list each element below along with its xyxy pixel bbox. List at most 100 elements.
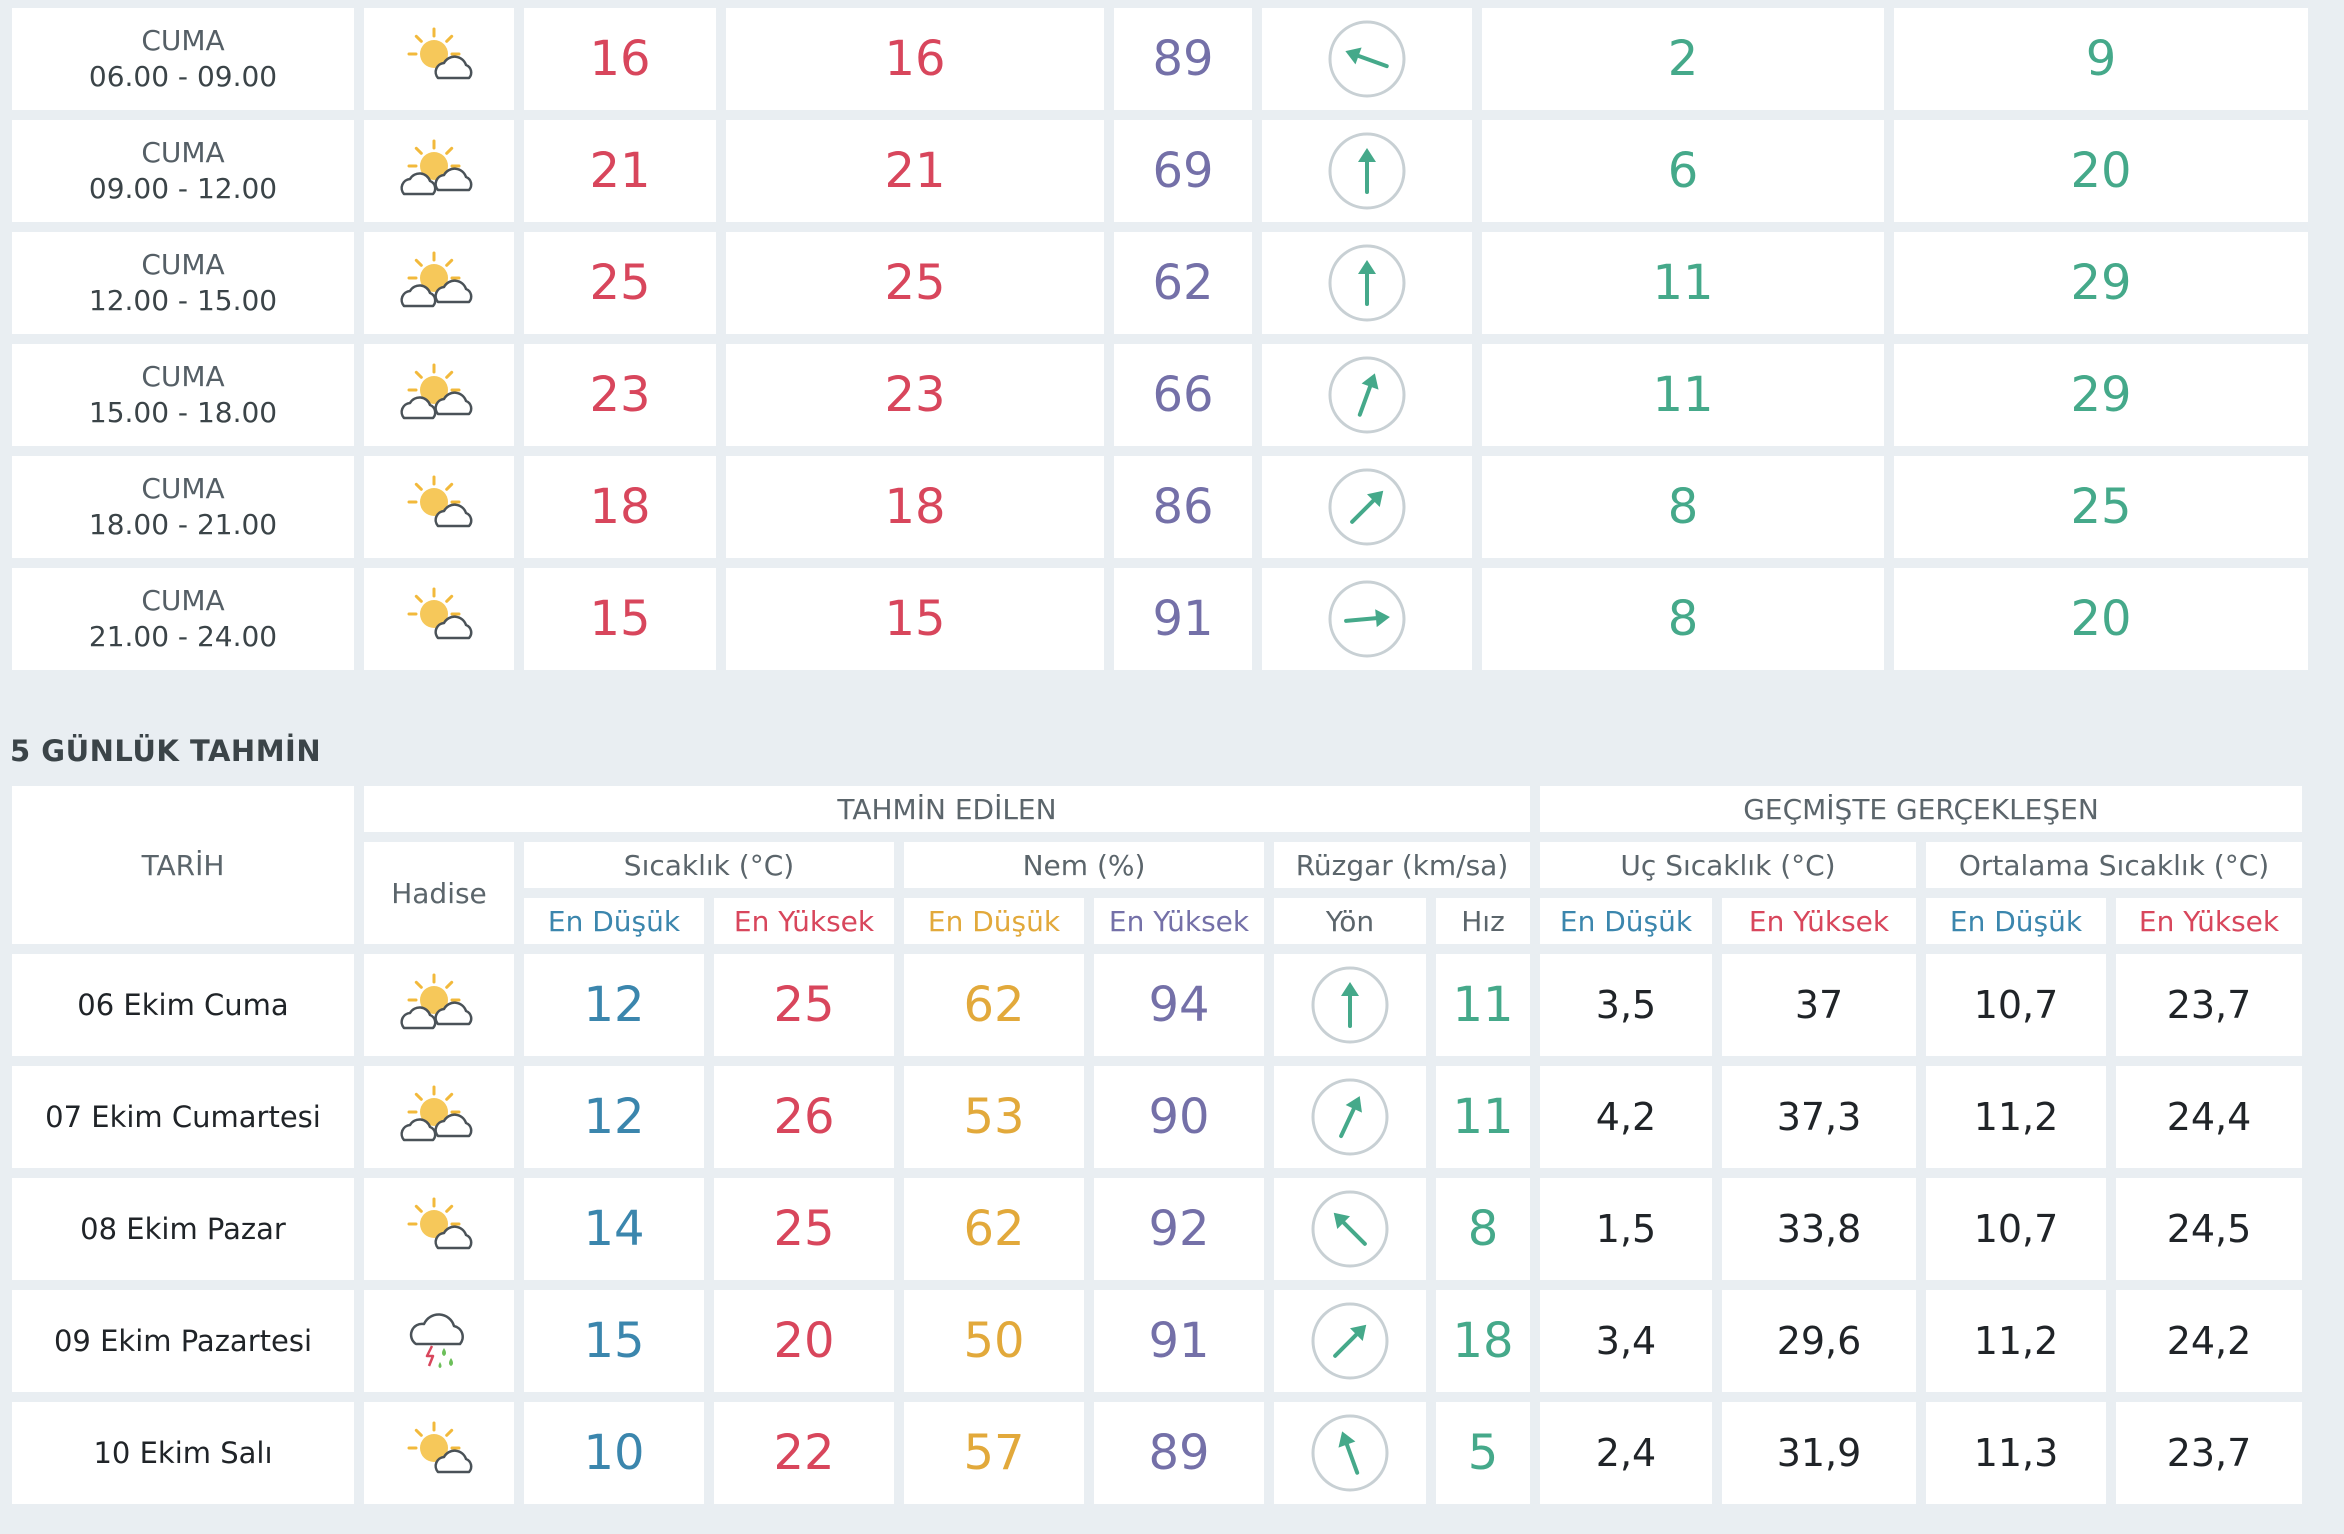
header-ruzgar: Rüzgar (km/sa) — [1274, 842, 1530, 888]
wind-direction-icon — [1326, 18, 1408, 100]
weather-cell — [364, 568, 514, 670]
wind-direction-cell — [1262, 8, 1472, 110]
weather-cell — [364, 456, 514, 558]
extreme-min-cell: 3,5 — [1540, 954, 1712, 1056]
wind-direction-icon — [1309, 1412, 1391, 1494]
wind-direction-icon — [1326, 466, 1408, 548]
wind-direction-icon — [1326, 130, 1408, 212]
wind-direction-icon — [1326, 578, 1408, 660]
wind-speed-cell: 11 — [1482, 344, 1884, 446]
table-row: 07 Ekim Cumartesi 12 26 53 90 11 4,2 37,3 11,2 24… — [12, 1066, 2302, 1168]
wind-speed-cell: 6 — [1482, 120, 1884, 222]
partly-cloudy-icon — [394, 584, 484, 654]
section-title: 5 GÜNLÜK TAHMİN — [10, 734, 322, 768]
average-max-cell: 24,2 — [2116, 1290, 2302, 1392]
header-ortalama-en-dusuk: En Düşük — [1926, 898, 2106, 944]
header-nem: Nem (%) — [904, 842, 1264, 888]
header-nem-en-dusuk: En Düşük — [904, 898, 1084, 944]
average-min-cell: 11,2 — [1926, 1290, 2106, 1392]
temp-max-cell: 26 — [714, 1066, 894, 1168]
wind-direction-cell — [1274, 954, 1426, 1056]
extreme-min-cell: 2,4 — [1540, 1402, 1712, 1504]
header-sicaklik: Sıcaklık (°C) — [524, 842, 894, 888]
feels-like-cell: 23 — [726, 344, 1104, 446]
temperature-cell: 15 — [524, 568, 716, 670]
weather-cell — [364, 8, 514, 110]
header-tarih: TARİH — [12, 786, 354, 944]
wind-direction-icon — [1309, 964, 1391, 1046]
period-cell: CUMA 09.00 - 12.00 — [12, 120, 354, 222]
wind-gust-cell: 9 — [1894, 8, 2308, 110]
wind-direction-cell — [1262, 232, 1472, 334]
temperature-cell: 25 — [524, 232, 716, 334]
temp-min-cell: 12 — [524, 954, 704, 1056]
period-cell: CUMA 12.00 - 15.00 — [12, 232, 354, 334]
wind-speed-cell: 5 — [1436, 1402, 1530, 1504]
table-row: 10 Ekim Salı 10 22 57 89 5 2,4 31,9 11,3 23,7 — [12, 1402, 2302, 1504]
wind-direction-cell — [1262, 456, 1472, 558]
average-max-cell: 24,5 — [2116, 1178, 2302, 1280]
hadise-cell — [364, 1066, 514, 1168]
wind-direction-cell — [1262, 344, 1472, 446]
humidity-max-cell: 92 — [1094, 1178, 1264, 1280]
humidity-cell: 91 — [1114, 568, 1252, 670]
humidity-cell: 86 — [1114, 456, 1252, 558]
weather-cell — [364, 120, 514, 222]
wind-direction-cell — [1274, 1066, 1426, 1168]
date-cell: 10 Ekim Salı — [12, 1402, 354, 1504]
average-max-cell: 24,4 — [2116, 1066, 2302, 1168]
thunderstorm-icon — [394, 1306, 484, 1376]
sun-clouds-icon — [394, 136, 484, 206]
date-cell: 07 Ekim Cumartesi — [12, 1066, 354, 1168]
wind-direction-icon — [1326, 354, 1408, 436]
table-row: CUMA 09.00 - 12.00 21 21 69 6 20 — [12, 120, 2308, 222]
feels-like-cell: 16 — [726, 8, 1104, 110]
hadise-cell — [364, 1290, 514, 1392]
header-uc-en-dusuk: En Düşük — [1540, 898, 1712, 944]
temp-max-cell: 25 — [714, 1178, 894, 1280]
wind-direction-cell — [1262, 568, 1472, 670]
humidity-max-cell: 91 — [1094, 1290, 1264, 1392]
date-cell: 08 Ekim Pazar — [12, 1178, 354, 1280]
extreme-max-cell: 33,8 — [1722, 1178, 1916, 1280]
extreme-min-cell: 4,2 — [1540, 1066, 1712, 1168]
wind-speed-cell: 11 — [1436, 954, 1530, 1056]
header-hiz: Hız — [1436, 898, 1530, 944]
wind-gust-cell: 25 — [1894, 456, 2308, 558]
humidity-max-cell: 90 — [1094, 1066, 1264, 1168]
table-row: CUMA 18.00 - 21.00 18 18 86 8 25 — [12, 456, 2308, 558]
partly-cloudy-icon — [394, 472, 484, 542]
extreme-min-cell: 3,4 — [1540, 1290, 1712, 1392]
header-uc-sicaklik: Uç Sıcaklık (°C) — [1540, 842, 1916, 888]
hadise-cell — [364, 1178, 514, 1280]
hourly-forecast-table: CUMA 06.00 - 09.00 16 16 89 2 9 CUMA 09.00 - 12.… — [2, 0, 2318, 680]
wind-speed-cell: 8 — [1482, 456, 1884, 558]
wind-speed-cell: 18 — [1436, 1290, 1530, 1392]
period-cell: CUMA 06.00 - 09.00 — [12, 8, 354, 110]
five-day-forecast-table: TARİH TAHMİN EDİLEN GEÇMİŞTE GERÇEKLEŞEN… — [2, 776, 2312, 1514]
humidity-min-cell: 62 — [904, 1178, 1084, 1280]
date-cell: 09 Ekim Pazartesi — [12, 1290, 354, 1392]
table-row: CUMA 21.00 - 24.00 15 15 91 8 20 — [12, 568, 2308, 670]
wind-speed-cell: 8 — [1436, 1178, 1530, 1280]
partly-cloudy-icon — [394, 24, 484, 94]
wind-direction-icon — [1309, 1188, 1391, 1270]
table-row: CUMA 06.00 - 09.00 16 16 89 2 9 — [12, 8, 2308, 110]
header-sicaklik-en-yuksek: En Yüksek — [714, 898, 894, 944]
feels-like-cell: 15 — [726, 568, 1104, 670]
average-min-cell: 11,3 — [1926, 1402, 2106, 1504]
average-min-cell: 10,7 — [1926, 954, 2106, 1056]
header-yon: Yön — [1274, 898, 1426, 944]
wind-direction-icon — [1309, 1300, 1391, 1382]
temp-min-cell: 12 — [524, 1066, 704, 1168]
average-max-cell: 23,7 — [2116, 1402, 2302, 1504]
wind-speed-cell: 8 — [1482, 568, 1884, 670]
period-cell: CUMA 18.00 - 21.00 — [12, 456, 354, 558]
wind-direction-cell — [1274, 1178, 1426, 1280]
wind-direction-icon — [1326, 242, 1408, 324]
feels-like-cell: 25 — [726, 232, 1104, 334]
header-nem-en-yuksek: En Yüksek — [1094, 898, 1264, 944]
average-min-cell: 10,7 — [1926, 1178, 2106, 1280]
wind-gust-cell: 29 — [1894, 344, 2308, 446]
header-ortalama-sicaklik: Ortalama Sıcaklık (°C) — [1926, 842, 2302, 888]
